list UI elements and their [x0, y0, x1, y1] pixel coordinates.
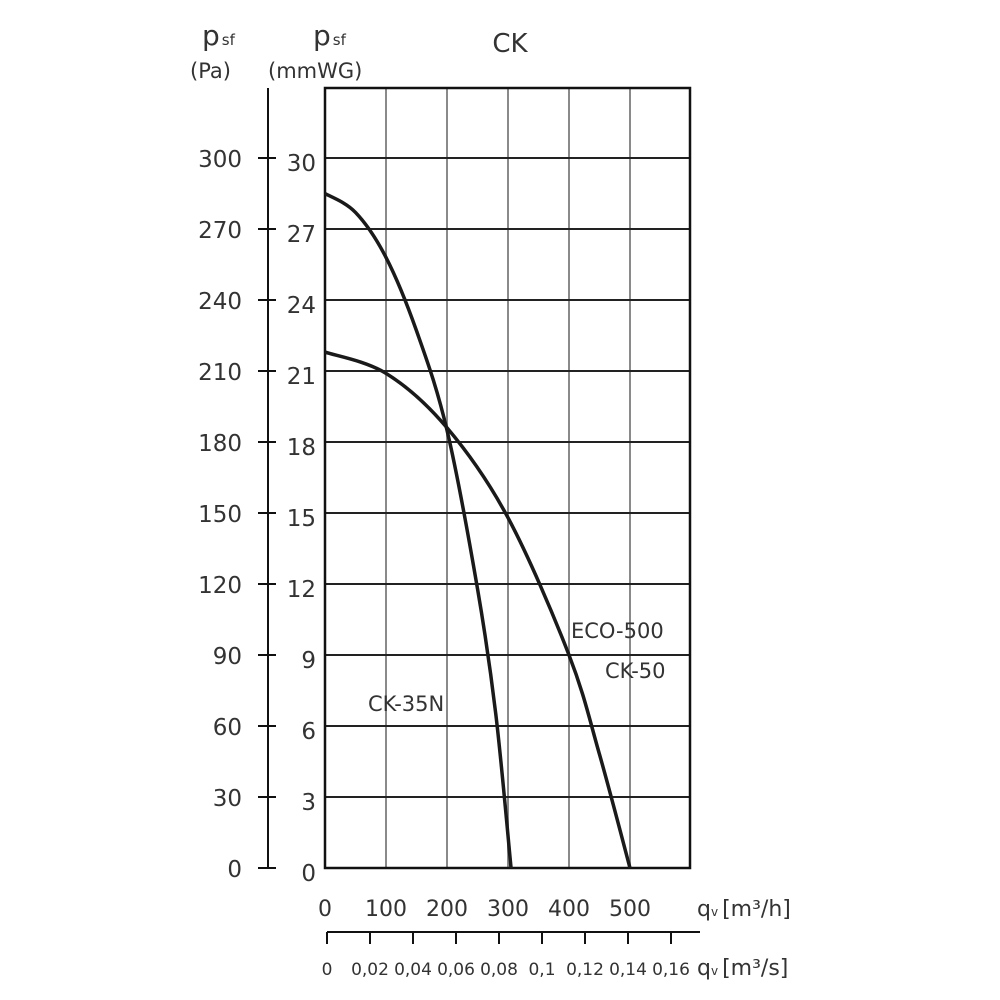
y-label-pa-sub: sf	[222, 31, 236, 49]
x-label-s-sub: v	[711, 964, 718, 978]
x-tick-label-h: 0	[318, 897, 332, 922]
svg-text:qv[m³/h]: qv [m³/h]	[697, 897, 791, 922]
y-tick-label-pa: 300	[198, 147, 242, 173]
curves	[324, 191, 632, 869]
x-label-h-unit: [m³/h]	[722, 897, 791, 922]
y-tick-label-pa: 210	[198, 360, 242, 386]
x-tick-label-h: 100	[365, 897, 407, 922]
svg-text:psf: p sf	[202, 19, 236, 52]
curve-ck-35n	[324, 191, 513, 869]
y-label-pa-unit: (Pa)	[190, 59, 231, 83]
x-tick-label-h: 300	[487, 897, 529, 922]
x-label-s-unit: [m³/s]	[722, 956, 788, 981]
y-tick-label-mmwg: 27	[287, 222, 316, 248]
y-label-pa-symbol: p	[202, 19, 220, 52]
y-tick-label-pa: 270	[198, 218, 242, 244]
series-label-ck-35n: CK-35N	[368, 692, 444, 716]
x-tick-label-h: 400	[548, 897, 590, 922]
y-tick-label-mmwg: 3	[301, 790, 316, 816]
y-label-mmwg: p sf (mmWG)	[268, 19, 362, 83]
x-tick-label-s: 0,12	[566, 960, 604, 980]
series-label-eco-500: ECO-500	[571, 619, 664, 643]
y-tick-label-mmwg: 24	[287, 293, 316, 319]
y-label-mmwg-symbol: p	[313, 19, 331, 52]
x-label-s: qv [m³/s]	[697, 956, 788, 981]
x-tick-label-s: 0,16	[652, 960, 690, 980]
axes: 0306090120150180210240270300036912151821…	[198, 88, 700, 980]
y-tick-label-pa: 90	[213, 644, 242, 670]
y-tick-label-pa: 120	[198, 573, 242, 599]
y-label-mmwg-unit: (mmWG)	[268, 59, 362, 83]
x-label-s-symbol: q	[697, 956, 711, 981]
plot-frame	[323, 86, 692, 870]
y-tick-label-mmwg: 9	[301, 648, 316, 674]
x-tick-label-h: 500	[609, 897, 651, 922]
y-tick-label-mmwg: 30	[287, 151, 316, 177]
x-tick-label-s: 0,1	[528, 960, 555, 980]
svg-text:qv[m³/s]: qv [m³/s]	[697, 956, 788, 981]
svg-text:psf: p sf	[313, 19, 347, 52]
y-tick-label-pa: 60	[213, 715, 242, 741]
x-tick-label-s: 0,08	[480, 960, 518, 980]
y-tick-label-mmwg: 21	[287, 364, 316, 390]
y-tick-label-pa: 30	[213, 786, 242, 812]
y-tick-label-pa: 180	[198, 431, 242, 457]
x-tick-label-s: 0,04	[394, 960, 432, 980]
x-tick-label-s: 0,02	[351, 960, 389, 980]
grid	[323, 86, 692, 870]
x-tick-label-h: 200	[426, 897, 468, 922]
curve-eco-500-ck-50	[324, 350, 632, 869]
y-tick-label-mmwg: 15	[287, 506, 316, 532]
y-tick-label-pa: 240	[198, 289, 242, 315]
y-tick-label-pa: 150	[198, 502, 242, 528]
y-label-pa: p sf (Pa)	[190, 19, 236, 83]
y-tick-label-pa: 0	[227, 857, 242, 883]
y-label-mmwg-sub: sf	[333, 31, 347, 49]
chart-title: CK	[492, 29, 528, 59]
x-tick-label-s: 0,06	[437, 960, 475, 980]
y-tick-label-mmwg: 6	[301, 719, 316, 745]
x-tick-label-s: 0	[322, 960, 333, 980]
y-tick-label-mmwg: 0	[301, 861, 316, 887]
x-label-h-symbol: q	[697, 897, 711, 922]
x-tick-label-s: 0,14	[609, 960, 647, 980]
y-tick-label-mmwg: 18	[287, 435, 316, 461]
x-label-h-sub: v	[711, 905, 718, 919]
y-tick-label-mmwg: 12	[287, 577, 316, 603]
series-label-ck-50: CK-50	[605, 659, 666, 683]
x-label-h: qv [m³/h]	[697, 897, 791, 922]
